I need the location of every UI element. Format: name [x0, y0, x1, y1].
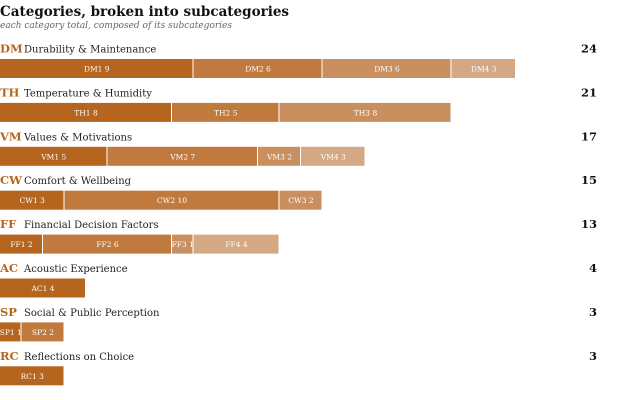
bar-segment[interactable]	[172, 234, 193, 254]
category-total: 3	[589, 305, 597, 319]
category-total: 21	[581, 85, 597, 99]
segment-label: AC1 4	[30, 284, 54, 293]
bar-segment[interactable]	[258, 146, 300, 166]
bar-segment[interactable]	[322, 59, 451, 78]
segment-label: CW3 2	[288, 196, 314, 205]
segment-label: CW2 10	[157, 196, 187, 205]
category-code: AC	[0, 261, 18, 275]
segment-label: VM4 3	[320, 152, 346, 161]
segment-label: TH3 8	[354, 108, 378, 117]
category-code: RC	[0, 349, 19, 363]
category-name: Values & Motivations	[23, 132, 132, 143]
bar-segment[interactable]	[193, 59, 322, 78]
segment-label: SP1 1	[0, 328, 22, 337]
bar-segment[interactable]	[0, 322, 21, 342]
category-name: Reflections on Choice	[24, 352, 134, 363]
category-name: Social & Public Perception	[24, 308, 160, 319]
category-total: 4	[589, 261, 597, 275]
segment-label: FF1 2	[10, 240, 33, 249]
category-code: TH	[0, 85, 20, 99]
segment-label: FF3 1	[172, 240, 194, 249]
category-total: 24	[581, 42, 597, 56]
bar-segment[interactable]	[301, 146, 365, 166]
segment-label: DM3 6	[374, 65, 400, 74]
segment-label: VM1 5	[40, 152, 66, 161]
chart-subtitle: each category total, composed of its sub…	[0, 21, 232, 31]
segment-label: RC1 3	[21, 372, 45, 381]
segment-label: VM3 2	[266, 152, 292, 161]
bar-segment[interactable]	[0, 146, 107, 166]
bar-segment[interactable]	[279, 102, 451, 122]
category-name: Temperature & Humidity	[24, 88, 152, 99]
bar-segment[interactable]	[64, 190, 279, 210]
segment-label: DM1 9	[84, 65, 110, 74]
category-code: VM	[0, 129, 22, 143]
segment-label: DM4 3	[471, 65, 497, 74]
category-name: Durability & Maintenance	[24, 45, 156, 56]
category-name: Acoustic Experience	[23, 264, 128, 275]
category-total: 13	[581, 217, 597, 231]
category-name: Comfort & Wellbeing	[24, 176, 132, 187]
segment-label: DM2 6	[245, 65, 271, 74]
category-name: Financial Decision Factors	[24, 220, 159, 231]
bar-segment[interactable]	[0, 278, 85, 298]
bar-segment[interactable]	[172, 102, 279, 122]
chart-title: Categories, broken into subcategories	[0, 4, 290, 20]
bar-segment[interactable]	[0, 366, 64, 386]
bar-segment[interactable]	[0, 102, 171, 122]
segment-label: SP2 2	[32, 328, 54, 337]
segment-label: FF4 4	[225, 240, 248, 249]
segment-label: TH2 5	[214, 108, 238, 117]
bar-segment[interactable]	[43, 234, 171, 254]
bar-segment[interactable]	[107, 146, 258, 166]
segment-label: TH1 8	[74, 108, 98, 117]
bar-segment[interactable]	[279, 190, 322, 210]
bar-segment[interactable]	[21, 322, 64, 342]
category-code: DM	[0, 42, 23, 56]
bar-segment[interactable]	[193, 234, 279, 254]
category-total: 15	[581, 173, 597, 187]
category-code: SP	[0, 305, 17, 319]
segment-label: CW1 3	[20, 196, 46, 205]
bar-segment[interactable]	[0, 59, 193, 78]
category-total: 17	[581, 129, 597, 143]
category-code: FF	[0, 217, 17, 231]
category-total: 3	[589, 349, 597, 363]
category-code: CW	[0, 173, 23, 187]
bar-segment[interactable]	[451, 59, 516, 78]
bar-segment[interactable]	[0, 234, 42, 254]
bar-segment[interactable]	[0, 190, 64, 210]
segment-label: VM2 7	[169, 152, 195, 161]
segment-label: FF2 6	[96, 240, 119, 249]
